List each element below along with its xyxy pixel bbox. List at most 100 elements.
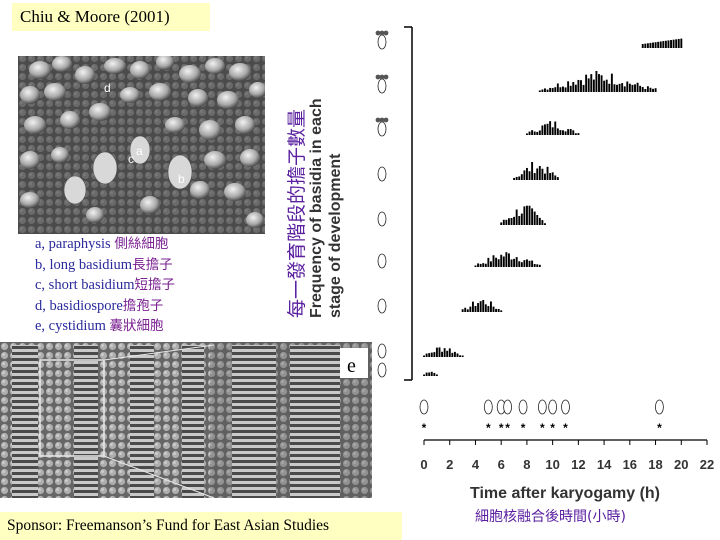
histogram-bar — [497, 308, 500, 312]
histogram-bar — [518, 176, 521, 180]
histogram-bar — [464, 307, 467, 312]
stage-marker-asterisk: * — [486, 421, 491, 435]
histogram-bar — [430, 352, 433, 357]
histogram-bar — [528, 171, 531, 180]
histogram-bar — [538, 217, 541, 225]
citation-label: Chiu & Moore (2001) — [12, 3, 210, 31]
histogram-bar — [544, 173, 546, 180]
histogram-bar — [585, 74, 588, 92]
micrograph-label-b: b — [178, 172, 185, 186]
histogram-bar — [461, 309, 464, 312]
legend-item-basidiospore: d, basidiospore擔孢子 — [35, 296, 265, 317]
histogram-bar — [484, 263, 487, 267]
histogram-bar — [487, 257, 490, 267]
spore-icon — [383, 117, 389, 123]
sponsor-label: Sponsor: Freemanson’s Fund for East Asia… — [0, 512, 402, 540]
histogram-bar — [536, 168, 539, 180]
histogram-bar — [662, 41, 665, 48]
histogram-bar — [546, 89, 549, 92]
legend-cjk: 側絲細胞 — [114, 236, 169, 252]
legend-cjk: 囊狀細胞 — [109, 318, 164, 334]
basidium-stage-icon — [377, 253, 387, 269]
histogram-bar — [544, 223, 546, 225]
histogram-bar — [574, 133, 577, 135]
histogram-bar — [569, 85, 572, 92]
stage-marker-icon — [503, 399, 513, 415]
histogram-bar — [428, 372, 431, 376]
basidium-stage-icon — [377, 166, 387, 182]
legend-text: a, paraphysis — [35, 236, 115, 252]
micrograph-label-d: d — [104, 81, 111, 95]
histogram-bar — [482, 263, 485, 267]
histogram-bar — [551, 88, 554, 92]
histogram-bar — [531, 208, 534, 225]
histogram-bar — [626, 81, 629, 92]
histogram-bar — [549, 173, 552, 180]
histogram-bar — [577, 79, 580, 92]
histogram-bar — [675, 39, 678, 48]
histogram-bar — [479, 301, 482, 312]
histogram-bar — [423, 355, 425, 357]
histogram-bar — [595, 71, 598, 92]
histogram-bar — [510, 218, 513, 225]
histogram-bar — [513, 216, 516, 225]
histogram-bar — [567, 129, 570, 135]
histogram-bar — [649, 87, 652, 92]
histogram-bar — [508, 253, 510, 267]
histogram-bar — [551, 172, 554, 180]
stage-marker-asterisk: * — [505, 421, 510, 435]
histogram-bar — [484, 304, 487, 312]
stage-marker-asterisk: * — [540, 421, 545, 435]
stage-marker-icon — [548, 399, 558, 415]
histogram-bar — [600, 75, 603, 92]
histogram-bar — [644, 88, 647, 92]
histogram-bar — [461, 355, 464, 357]
histogram-bar — [559, 87, 562, 92]
histogram-bar — [453, 351, 456, 357]
histogram-bar — [531, 260, 534, 267]
histogram-bar — [654, 88, 657, 92]
histogram-bar — [435, 374, 438, 376]
x-tick-label: 16 — [623, 457, 637, 472]
histogram-bar — [526, 205, 528, 225]
histogram-bar — [639, 85, 642, 92]
histogram-bar — [518, 216, 521, 225]
spore-icon — [383, 74, 389, 80]
histogram-bar — [526, 259, 528, 267]
histogram-bar — [489, 261, 492, 267]
histogram-bar — [538, 130, 541, 135]
histogram-bar — [577, 133, 580, 135]
histogram-bar — [533, 173, 536, 180]
histogram-bar — [495, 308, 498, 312]
histogram-bar — [677, 38, 680, 48]
histogram-bar — [646, 43, 649, 48]
spore-icon — [379, 30, 385, 36]
histogram-bar — [544, 88, 546, 92]
histogram-bar — [520, 262, 523, 267]
spore-icon — [375, 117, 381, 123]
histogram-bar — [564, 131, 567, 135]
x-tick-label: 18 — [648, 457, 662, 472]
histogram-bar — [549, 121, 552, 135]
x-tick-label: 14 — [597, 457, 612, 472]
histogram-bar — [428, 353, 431, 357]
micrograph-bottom: e — [0, 342, 372, 499]
legend-item-long-basidium: b, long basidium長擔子 — [35, 255, 265, 276]
histogram-bar — [502, 219, 505, 225]
histogram-bar — [520, 174, 523, 180]
histogram-bar — [592, 79, 595, 92]
histogram-bar — [528, 260, 531, 267]
histogram-bar — [618, 83, 621, 92]
histogram-bar — [670, 40, 672, 48]
histogram-bar — [528, 131, 531, 135]
histogram-bar — [567, 81, 570, 92]
x-tick-label: 0 — [420, 457, 427, 472]
histogram-bar — [523, 260, 526, 267]
spore-icon — [379, 117, 385, 123]
histogram-bar — [544, 124, 546, 135]
x-tick-label: 10 — [545, 457, 559, 472]
histogram-bar — [515, 209, 518, 225]
spore-icon — [379, 74, 385, 80]
histogram-bar — [508, 218, 510, 225]
